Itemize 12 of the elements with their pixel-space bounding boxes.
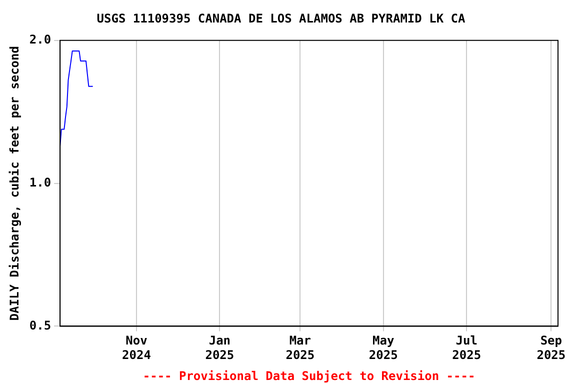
y-axis-title: DAILY Discharge, cubic feet per second [7, 46, 22, 321]
y-tick-label: 0.5 [29, 318, 52, 332]
x-tick-label: Jul 2025 [452, 334, 482, 362]
chart-title: USGS 11109395 CANADA DE LOS ALAMOS AB PYRAMID LK CA [96, 11, 466, 26]
text: ---- Provisional Data Subject to Revision ---- [142, 369, 476, 383]
x-tick-label: Nov 2024 [122, 334, 151, 362]
x-tick-label: Jan 2025 [205, 334, 234, 362]
x-tick-label: Mar 2025 [286, 334, 315, 362]
x-tick-label: Sep 2025 [536, 334, 566, 362]
x-tick-label: May 2025 [368, 334, 398, 362]
y-tick-label: 2.0 [29, 32, 52, 47]
y-tick-label: 1.0 [29, 175, 52, 190]
